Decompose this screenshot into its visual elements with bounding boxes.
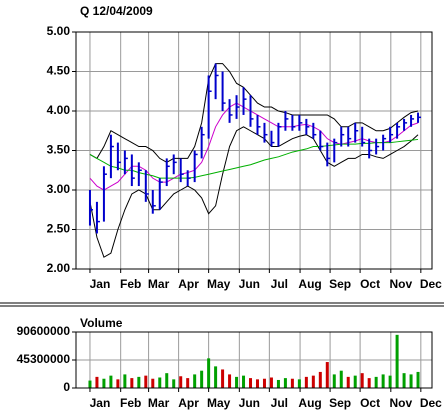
volume-bar (360, 373, 364, 388)
volume-bar (158, 377, 162, 388)
x-tick-label: Mar (148, 277, 170, 291)
volume-bar (242, 375, 246, 388)
volume-bar (339, 370, 343, 388)
x-tick-label: Oct (360, 277, 380, 291)
x-tick-label: Feb (120, 396, 141, 410)
volume-bar (88, 380, 92, 388)
volume-bar (311, 375, 315, 388)
volume-bar (304, 376, 308, 388)
x-tick-label: Feb (120, 277, 141, 291)
x-tick-label: Jul (271, 396, 288, 410)
plot-border (75, 331, 433, 389)
volume-bar (95, 376, 99, 388)
x-tick-label: Jul (271, 277, 288, 291)
volume-bar (130, 378, 134, 388)
y-tick-label: 3.50 (47, 143, 71, 157)
y-tick-label: 0 (63, 380, 70, 394)
x-tick-label: Jun (239, 277, 260, 291)
volume-bar (172, 379, 176, 388)
indicator-line (89, 102, 419, 191)
volume-bar (332, 374, 336, 388)
y-tick-label: 45300000 (17, 352, 71, 366)
volume-bar (325, 362, 329, 388)
volume-title: Volume (80, 316, 123, 330)
volume-bar (269, 377, 273, 388)
volume-bar (318, 371, 322, 388)
x-tick-label: Apr (178, 396, 199, 410)
volume-bar (207, 358, 211, 388)
indicator-line (89, 138, 419, 179)
y-tick-label: 90600000 (17, 324, 71, 338)
x-tick-label: Oct (360, 396, 380, 410)
x-tick-label: Aug (298, 396, 321, 410)
volume-bar (353, 375, 357, 388)
volume-bar (102, 378, 106, 388)
indicator-line (89, 63, 419, 163)
volume-bar (200, 370, 204, 388)
y-tick-label: 2.50 (47, 222, 71, 236)
y-tick-label: 4.50 (47, 64, 71, 78)
volume-bar (416, 371, 420, 388)
volume-bar (290, 378, 294, 388)
x-tick-label: Apr (178, 277, 199, 291)
volume-bar (179, 376, 183, 388)
x-tick-label: Jan (90, 277, 111, 291)
y-tick-label: 5.00 (47, 24, 71, 38)
volume-bar (409, 374, 413, 388)
volume-bar (116, 379, 120, 388)
volume-bar (395, 334, 399, 388)
volume-bar (221, 369, 225, 388)
x-tick-label: Sep (329, 396, 351, 410)
volume-bar (346, 376, 350, 388)
x-tick-label: Sep (329, 277, 351, 291)
chart-title: Q 12/04/2009 (80, 4, 153, 18)
x-tick-label: Jan (90, 396, 111, 410)
x-tick-label: Nov (389, 396, 412, 410)
volume-bar (381, 374, 385, 388)
x-tick-label: May (207, 396, 231, 410)
volume-bar (186, 378, 190, 388)
volume-bar (214, 366, 218, 388)
x-tick-label: Dec (420, 396, 442, 410)
volume-bar (276, 379, 280, 388)
volume-bar (367, 378, 371, 388)
volume-bar (144, 375, 148, 388)
volume-bar (402, 373, 406, 388)
indicator-line (89, 126, 419, 258)
volume-bar (228, 374, 232, 388)
y-tick-label: 2.00 (47, 261, 71, 275)
x-tick-label: Mar (148, 396, 170, 410)
volume-bar (262, 378, 266, 388)
volume-bar (388, 375, 392, 388)
x-tick-label: May (207, 277, 231, 291)
volume-bar (297, 379, 301, 388)
x-tick-label: Aug (298, 277, 321, 291)
volume-bar (109, 375, 113, 388)
volume-bar (283, 378, 287, 388)
x-tick-label: Jun (239, 396, 260, 410)
volume-bar (165, 373, 169, 388)
plot-border (75, 31, 433, 270)
volume-bar (235, 376, 239, 388)
volume-bar (255, 379, 259, 388)
y-tick-label: 3.00 (47, 182, 71, 196)
volume-bar (151, 378, 155, 388)
volume-bar (137, 376, 141, 388)
x-tick-label: Dec (420, 277, 442, 291)
volume-bar (193, 374, 197, 388)
y-tick-label: 4.00 (47, 103, 71, 117)
x-tick-label: Nov (389, 277, 412, 291)
volume-bar (123, 374, 127, 388)
volume-bar (249, 378, 253, 388)
volume-bar (374, 376, 378, 388)
